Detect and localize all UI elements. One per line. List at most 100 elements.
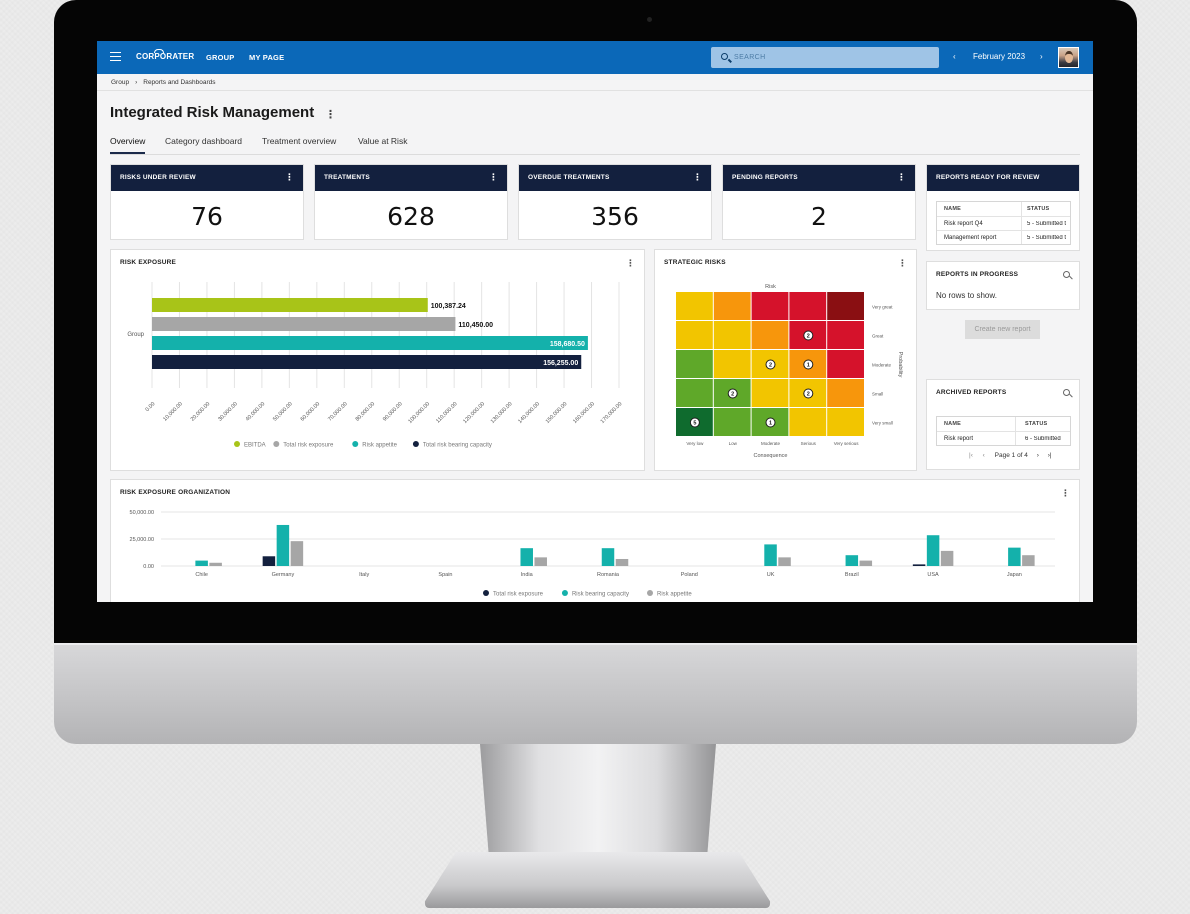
kebab-menu-icon[interactable]: ⋮ [489, 172, 498, 182]
column-header-status[interactable]: STATUS [1025, 421, 1048, 427]
heatmap-cell [676, 350, 713, 378]
risk-count-badge [727, 388, 738, 399]
risk-count-badge [765, 417, 776, 428]
kpi-label: OVERDUE TREATMENTS [528, 174, 610, 181]
kpi-overdue-treatments[interactable]: OVERDUE TREATMENTS ⋮ 356 [518, 164, 712, 240]
hamburger-menu-icon[interactable] [110, 52, 121, 61]
heatmap-cell [827, 408, 864, 436]
create-new-report-button[interactable]: Create new report [965, 320, 1040, 339]
first-page-icon[interactable]: |‹ [969, 452, 973, 459]
table-row[interactable]: Risk report Q4 5 - Submitted t [937, 216, 1070, 230]
risk-count-badge [803, 388, 814, 399]
legend-marker [412, 441, 419, 447]
prev-period-button[interactable]: ‹ [953, 52, 956, 61]
period-label[interactable]: February 2023 [973, 52, 1026, 61]
breadcrumb-group[interactable]: Group [111, 79, 130, 86]
nav-my-page[interactable]: MY PAGE [249, 53, 285, 62]
x-tick-label: Very low [686, 441, 704, 446]
search-icon[interactable] [1063, 271, 1070, 278]
table-row[interactable]: Risk report 6 - Submitted [937, 431, 1070, 445]
kpi-value: 356 [591, 202, 639, 231]
bar [520, 548, 533, 566]
kebab-menu-icon[interactable]: ⋮ [898, 258, 907, 268]
bar [778, 557, 791, 566]
legend-marker [352, 441, 359, 447]
risk-count: 1 [807, 363, 810, 369]
bar [195, 560, 208, 566]
next-period-button[interactable]: › [1040, 52, 1043, 61]
risk-count: 2 [807, 392, 810, 398]
legend-marker [647, 590, 653, 596]
panel-title: RISK EXPOSURE ORGANIZATION [120, 489, 231, 496]
next-page-icon[interactable]: › [1036, 452, 1039, 459]
bar [1022, 555, 1035, 566]
x-tick-label: India [521, 572, 534, 578]
kebab-menu-icon[interactable]: ⋮ [1061, 488, 1070, 498]
prev-page-icon[interactable]: ‹ [982, 452, 985, 459]
y-tick-label: Small [872, 392, 883, 397]
kebab-menu-icon[interactable]: ⋮ [626, 258, 635, 268]
data-label: 158,680.50 [550, 341, 585, 348]
tab-treatment-overview[interactable]: Treatment overview [262, 136, 337, 146]
tab-value-at-risk[interactable]: Value at Risk [358, 136, 408, 146]
report-name: Risk report Q4 [944, 221, 983, 227]
y-tick-label: Very small [872, 421, 893, 426]
x-tick-label: 110,000.00 [435, 401, 458, 424]
nav-group[interactable]: GROUP [206, 53, 235, 62]
kebab-menu-icon[interactable]: ⋮ [285, 172, 294, 182]
page-menu-icon[interactable]: ⋮ [325, 109, 336, 121]
kebab-menu-icon[interactable]: ⋮ [693, 172, 702, 182]
avatar[interactable] [1058, 47, 1079, 68]
bar [601, 548, 615, 566]
heatmap-cell [676, 321, 713, 349]
tab-overview[interactable]: Overview [110, 136, 146, 154]
heatmap-cell [789, 408, 827, 436]
risk-count: 5 [693, 421, 696, 427]
heatmap-cell [676, 292, 713, 320]
risk-count-badge [803, 359, 814, 370]
risk-count-badge [803, 330, 814, 341]
search-input[interactable] [734, 51, 924, 64]
archived-reports-panel: ARCHIVED REPORTS NAME STATUS Risk report… [926, 379, 1080, 470]
search-icon[interactable] [1063, 389, 1070, 396]
kebab-menu-icon[interactable]: ⋮ [897, 172, 906, 182]
x-tick-label: 60,000.00 [300, 401, 322, 423]
x-tick-label: 140,000.00 [517, 401, 541, 425]
legend-label: Total risk exposure [493, 592, 544, 598]
report-status: 6 - Submitted [1025, 436, 1061, 442]
legend-marker [483, 590, 489, 596]
x-tick-label: Brazil [845, 572, 859, 578]
panel-title: ARCHIVED REPORTS [936, 389, 1007, 396]
table-row[interactable]: Management report 5 - Submitted t [937, 230, 1070, 244]
kpi-value: 2 [811, 202, 827, 231]
breadcrumb-reports[interactable]: Reports and Dashboards [143, 79, 216, 86]
x-tick-label: USA [927, 572, 939, 578]
logo[interactable]: CORPORATER [136, 52, 195, 61]
column-header-name[interactable]: NAME [944, 206, 961, 212]
x-tick-label: Serious [801, 441, 817, 446]
tab-category-dashboard[interactable]: Category dashboard [165, 136, 243, 146]
x-tick-label: Low [729, 441, 738, 446]
kpi-pending-reports[interactable]: PENDING REPORTS ⋮ 2 [722, 164, 916, 240]
risk-exposure-chart: 0.00 10,000.00 20,000.00 30,000.00 40,000.00… [127, 282, 623, 449]
column-header-status[interactable]: STATUS [1027, 206, 1050, 212]
kpi-treatments[interactable]: TREATMENTS ⋮ 628 [314, 164, 508, 240]
page-indicator: Page 1 of 4 [994, 452, 1028, 459]
x-tick-label: Italy [359, 572, 369, 578]
bar [152, 317, 456, 331]
legend-label: Risk bearing capacity [572, 592, 629, 598]
category-label: Group [127, 332, 144, 338]
kpi-risks-under-review[interactable]: RISKS UNDER REVIEW ⋮ 76 [110, 164, 304, 240]
breadcrumb-separator: › [135, 79, 138, 86]
x-tick-label: 150,000.00 [545, 401, 569, 425]
kpi-label: PENDING REPORTS [732, 174, 798, 181]
reports-in-progress-panel: REPORTS IN PROGRESS No rows to show. [926, 261, 1080, 310]
risk-count: 2 [807, 334, 810, 340]
last-page-icon[interactable]: ›| [1047, 452, 1052, 459]
bar [262, 556, 276, 566]
heatmap-cell [789, 292, 827, 320]
column-header-name[interactable]: NAME [944, 421, 961, 427]
breadcrumb: Group › Reports and Dashboards [111, 79, 222, 86]
search-box[interactable] [711, 47, 939, 68]
x-tick-label: Very serious [834, 441, 860, 446]
